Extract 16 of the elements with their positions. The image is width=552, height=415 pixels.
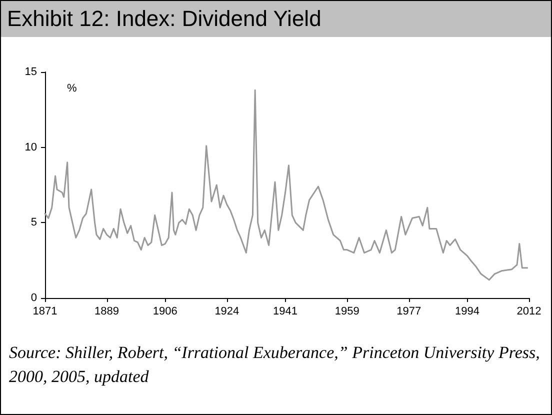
y-axis-title: % [67,82,77,94]
x-tick-label: 1871 [32,306,58,318]
chart-title: Exhibit 12: Index: Dividend Yield [1,1,551,37]
y-tick-label: 5 [30,216,37,229]
y-tick-label: 10 [24,141,37,154]
y-tick-label: 15 [24,66,37,78]
x-tick-label: 1889 [94,306,120,318]
x-tick-label: 1977 [396,306,422,318]
x-tick-label: 1924 [214,306,240,318]
x-tick-label: 1959 [334,306,360,318]
x-tick-label: 1906 [152,306,178,318]
y-tick-label: 0 [30,292,37,304]
x-tick-label: 2012 [516,306,542,318]
x-tick-label: 1994 [454,306,480,318]
source-note: Source: Shiller, Robert, “Irrational Exuberance,” Princeton University Press, 2000, 2005, updated [9,342,541,388]
x-tick-label: 1941 [273,306,298,318]
